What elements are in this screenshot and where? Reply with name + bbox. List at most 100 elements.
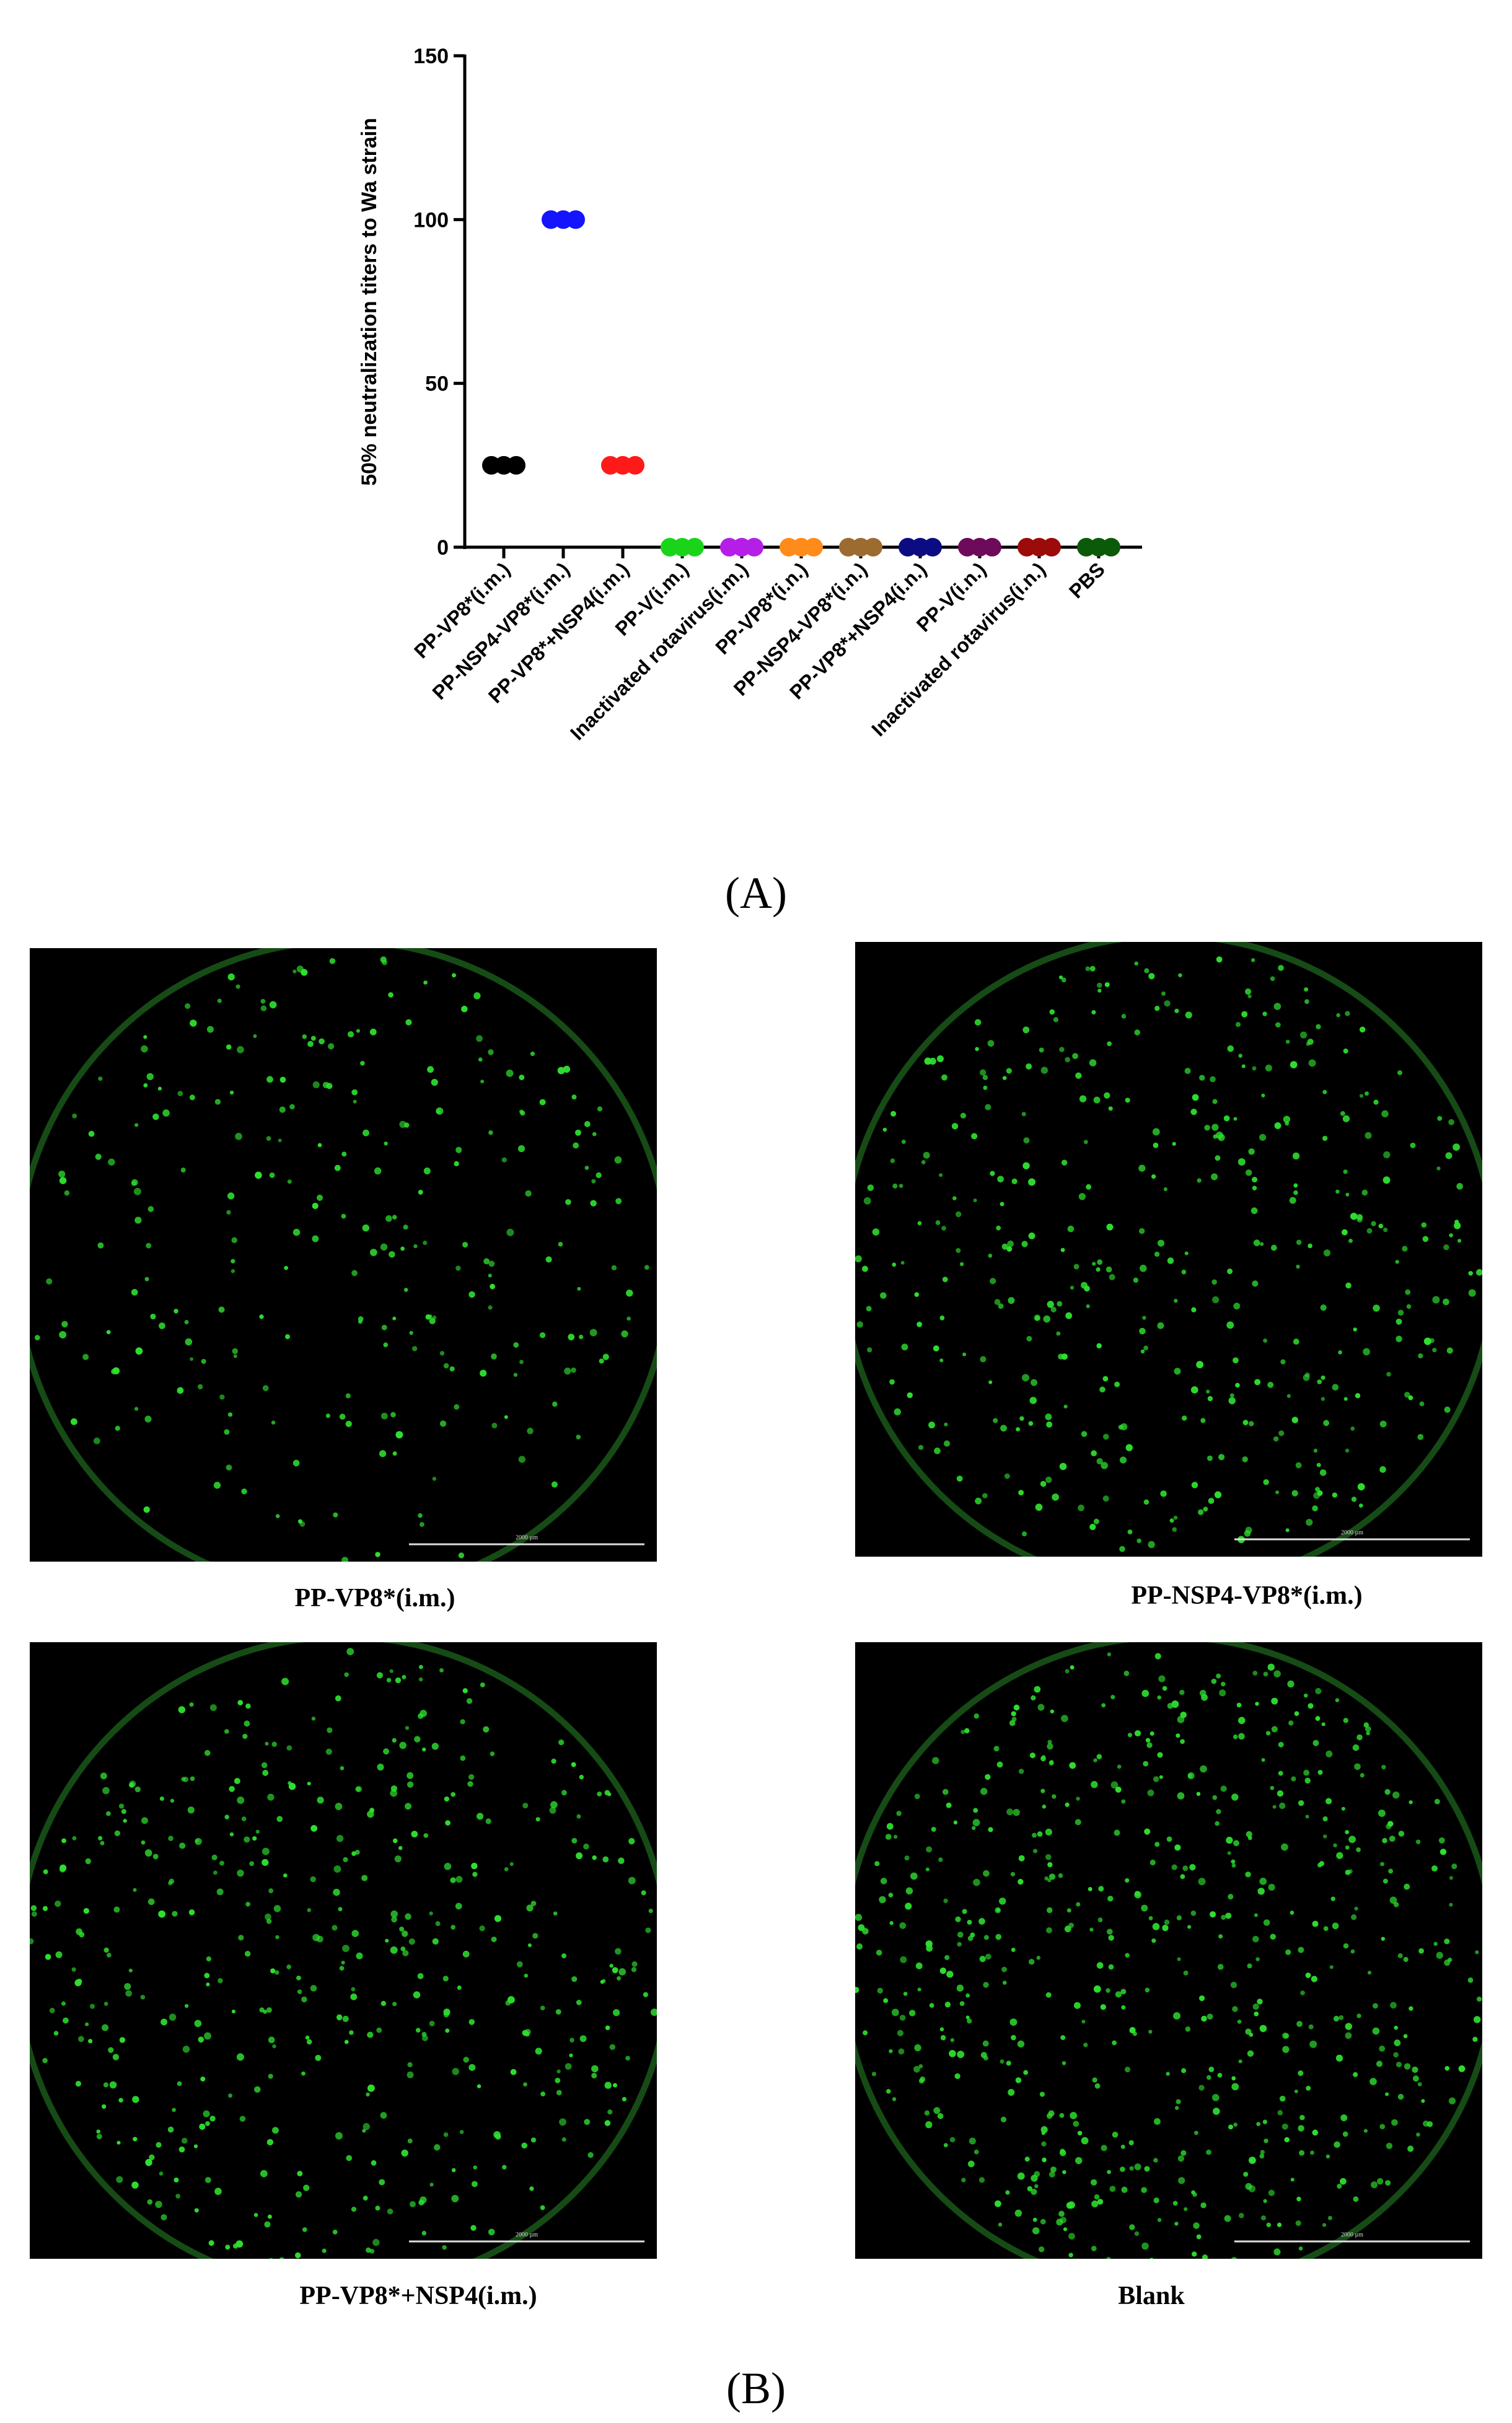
cell	[445, 2028, 450, 2033]
cell	[910, 1872, 918, 1880]
cell	[1157, 2218, 1162, 2222]
cell	[303, 2184, 310, 2191]
cell	[1027, 2186, 1033, 2192]
cell	[577, 1286, 581, 1291]
data-point	[626, 455, 644, 475]
cell	[1300, 1990, 1305, 1995]
cell	[1073, 2002, 1081, 2009]
cell	[267, 1793, 275, 1801]
cell	[626, 1316, 631, 1321]
cell	[1321, 1397, 1325, 1401]
cell	[71, 1967, 76, 1972]
cell	[1180, 1874, 1185, 1880]
cell	[883, 1998, 889, 2003]
cell	[188, 1909, 195, 1915]
cell	[296, 1975, 301, 1981]
cell	[157, 1086, 162, 1091]
cell	[391, 1916, 397, 1923]
cell	[143, 1035, 147, 1039]
cell	[132, 2096, 139, 2103]
cell	[145, 2158, 152, 2166]
cell	[1042, 1804, 1047, 1809]
cell	[1233, 2122, 1237, 2127]
cell	[886, 2088, 891, 2094]
cell	[602, 1856, 609, 1863]
cell	[1134, 1891, 1141, 1899]
cell	[451, 2194, 459, 2202]
cell	[1083, 1140, 1088, 1145]
cell	[1115, 1991, 1122, 1998]
cell	[128, 1968, 133, 1972]
cell	[982, 1493, 988, 1498]
cell	[1381, 1937, 1385, 1941]
cell	[425, 1314, 431, 1320]
cell	[1431, 1865, 1438, 1872]
cell	[1160, 1490, 1167, 1497]
cell	[1221, 1915, 1226, 1920]
cell	[398, 1845, 403, 1850]
cell	[407, 1781, 414, 1788]
cell	[557, 1066, 565, 1075]
cell	[1397, 1953, 1403, 1958]
cell	[421, 2230, 427, 2236]
cell	[367, 2084, 375, 2092]
cell	[429, 1911, 433, 1915]
cell	[1316, 1024, 1321, 1030]
cell	[1181, 1269, 1187, 1275]
cell	[1014, 2209, 1022, 2217]
cell	[225, 2245, 231, 2250]
cell	[302, 2227, 307, 2232]
cell	[204, 2176, 211, 2183]
cell	[279, 1106, 286, 1113]
cell	[965, 2015, 970, 2020]
cell	[955, 1916, 961, 1922]
cell	[235, 984, 240, 989]
cell	[231, 1269, 235, 1273]
cell	[1298, 2246, 1303, 2251]
cell	[295, 2253, 301, 2258]
cell	[400, 1946, 406, 1951]
cell	[1333, 2015, 1340, 2022]
cell	[529, 2186, 534, 2191]
cell	[1204, 1124, 1210, 1131]
cell	[1108, 1964, 1114, 1970]
cell	[228, 2093, 232, 2098]
cell	[1091, 1780, 1098, 1788]
cell	[1444, 2065, 1450, 2071]
cell	[1476, 1996, 1482, 2002]
cell	[213, 1870, 218, 1875]
cell	[219, 1394, 225, 1400]
cell	[905, 1887, 913, 1895]
cell	[1310, 2150, 1314, 2155]
cell	[1263, 2199, 1267, 2203]
cell	[325, 1414, 331, 1418]
cell	[1373, 1099, 1379, 1105]
cell	[1052, 1493, 1059, 1501]
cell	[400, 1246, 405, 1251]
cell	[1157, 1322, 1164, 1329]
cell	[358, 1319, 363, 1324]
cell	[1149, 1859, 1156, 1866]
cell	[187, 1806, 195, 1814]
cell	[980, 1788, 988, 1795]
cell	[1398, 1831, 1405, 1837]
cell	[972, 1819, 980, 1827]
cell	[506, 1070, 514, 1077]
cell	[1048, 1873, 1056, 1880]
cell	[527, 1427, 534, 1435]
cell	[558, 1242, 563, 1247]
cell	[998, 1303, 1004, 1309]
cell	[1019, 1416, 1024, 1421]
cell	[1322, 1135, 1328, 1141]
cell	[85, 1858, 91, 1865]
cell	[1125, 1097, 1130, 1103]
cell	[380, 2000, 387, 2007]
cell	[362, 2129, 366, 2133]
cell	[1213, 2108, 1220, 2115]
cell	[1046, 1927, 1052, 1933]
cell	[1200, 1418, 1206, 1423]
cell	[480, 1370, 487, 1377]
cell	[279, 1076, 286, 1083]
cell	[1256, 2122, 1261, 2126]
cell	[1083, 2043, 1088, 2047]
